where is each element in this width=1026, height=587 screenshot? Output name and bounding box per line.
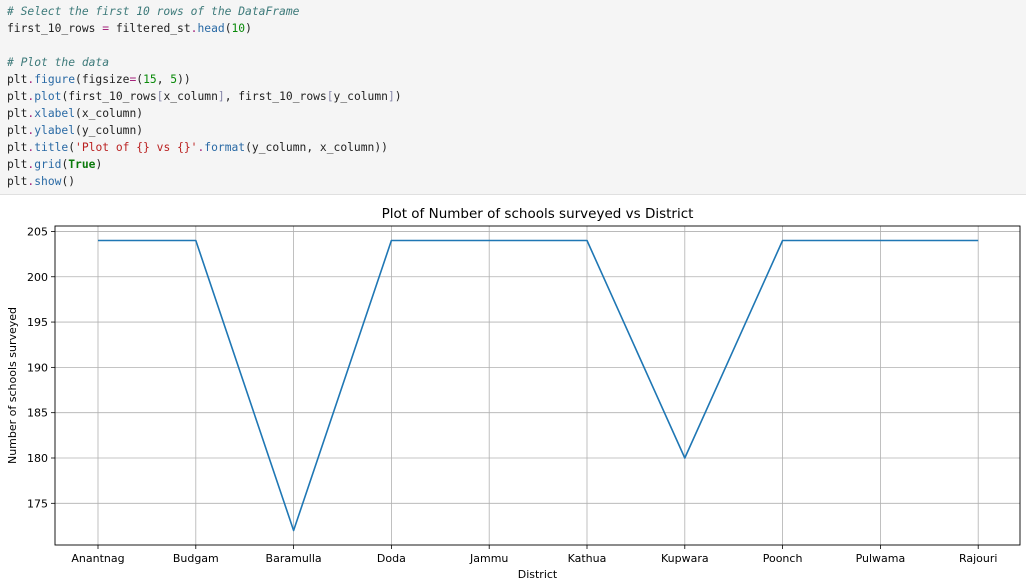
line-chart: Anantnag Budgam Baramulla Doda Jammu Kathua Ku… [0, 196, 1026, 583]
code-token: (figsize [75, 73, 129, 86]
code-token: (first_10_rows [61, 90, 156, 103]
code-token: plt [7, 141, 27, 154]
x-axis-label: District [518, 568, 558, 581]
code-token: # Plot the data [7, 56, 109, 69]
code-token: ) [395, 90, 402, 103]
y-tick-label: 180 [27, 452, 48, 465]
code-token: # Select the first 10 rows of the DataFr… [7, 5, 299, 18]
code-line: plt.figure(figsize=(15, 5)) [7, 71, 191, 88]
code-token: plt [7, 73, 27, 86]
code-token: () [61, 175, 75, 188]
code-token: ] [218, 90, 225, 103]
code-line: # Select the first 10 rows of the DataFr… [7, 3, 299, 20]
code-token: ) [95, 158, 102, 171]
code-token: figure [34, 73, 75, 86]
code-line: plt.plot(first_10_rows[x_column], first_… [7, 88, 402, 105]
code-line: plt.xlabel(x_column) [7, 105, 143, 122]
code-token: xlabel [34, 107, 75, 120]
code-token: filtered_st [109, 22, 191, 35]
x-tick-label: Kupwara [661, 552, 709, 565]
code-line: # Plot the data [7, 54, 109, 71]
code-token: ] [388, 90, 395, 103]
x-tick-label: Baramulla [266, 552, 322, 565]
x-tick-label: Budgam [173, 552, 219, 565]
code-token: plt [7, 124, 27, 137]
chart-title: Plot of Number of schools surveyed vs Di… [382, 206, 694, 222]
y-axis-label: Number of schools surveyed [6, 307, 19, 464]
code-token: plt [7, 175, 27, 188]
x-tick-label: Rajouri [959, 552, 997, 565]
code-token: plot [34, 90, 61, 103]
code-token: plt [7, 90, 27, 103]
code-line: plt.ylabel(y_column) [7, 122, 143, 139]
code-token: head [197, 22, 224, 35]
code-token: first_10_rows [7, 22, 102, 35]
code-token: title [34, 141, 68, 154]
code-token: (x_column) [75, 107, 143, 120]
x-tick-label: Pulwama [856, 552, 906, 565]
code-token: = [102, 22, 109, 35]
plot-frame [55, 226, 1020, 545]
y-tick-label: 195 [27, 316, 48, 329]
code-token: , first_10_rows [225, 90, 327, 103]
plot-output: Anantnag Budgam Baramulla Doda Jammu Kathua Ku… [0, 196, 1026, 583]
code-token: (y_column) [75, 124, 143, 137]
code-token: ( [225, 22, 232, 35]
code-line: first_10_rows = filtered_st.head(10) [7, 20, 252, 37]
code-token: ylabel [34, 124, 75, 137]
code-token: y_column [334, 90, 388, 103]
code-token: show [34, 175, 61, 188]
x-tick-label: Poonch [763, 552, 803, 565]
series-line [98, 241, 978, 531]
x-tick-label: Anantnag [71, 552, 124, 565]
y-tick-label: 200 [27, 271, 48, 284]
code-token: plt [7, 158, 27, 171]
code-token: ) [245, 22, 252, 35]
code-token: )) [177, 73, 191, 86]
code-token: 10 [232, 22, 246, 35]
code-token: plt [7, 107, 27, 120]
y-tick-label: 205 [27, 225, 48, 238]
code-line: plt.title('Plot of {} vs {}'.format(y_co… [7, 139, 388, 156]
code-token: grid [34, 158, 61, 171]
code-line: plt.show() [7, 173, 75, 190]
x-tick-label: Kathua [568, 552, 607, 565]
x-tick-label: Doda [377, 552, 406, 565]
code-token: x_column [163, 90, 217, 103]
code-token: True [68, 158, 95, 171]
code-token: [ [327, 90, 334, 103]
code-token: 15 [143, 73, 157, 86]
code-token: (y_column, x_column)) [245, 141, 388, 154]
y-tick-label: 185 [27, 407, 48, 420]
y-tick-label: 175 [27, 497, 48, 510]
code-cell[interactable]: # Select the first 10 rows of the DataFr… [0, 0, 1026, 195]
code-token: format [204, 141, 245, 154]
code-line: plt.grid(True) [7, 156, 102, 173]
x-tick-label: Jammu [469, 552, 508, 565]
code-token: , [157, 73, 171, 86]
y-tick-label: 190 [27, 361, 48, 374]
code-token: 'Plot of {} vs {}' [75, 141, 197, 154]
